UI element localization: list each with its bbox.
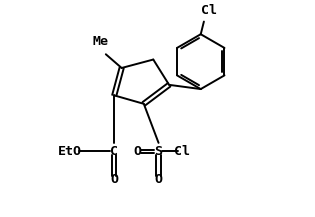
Text: O: O [134,145,141,158]
Text: Cl: Cl [174,145,190,158]
Text: O: O [110,173,118,186]
Text: Cl: Cl [201,4,217,17]
Text: O: O [155,173,163,186]
Text: EtO: EtO [58,145,82,158]
Text: S: S [155,145,163,158]
Text: C: C [110,145,118,158]
Text: Me: Me [93,35,109,48]
